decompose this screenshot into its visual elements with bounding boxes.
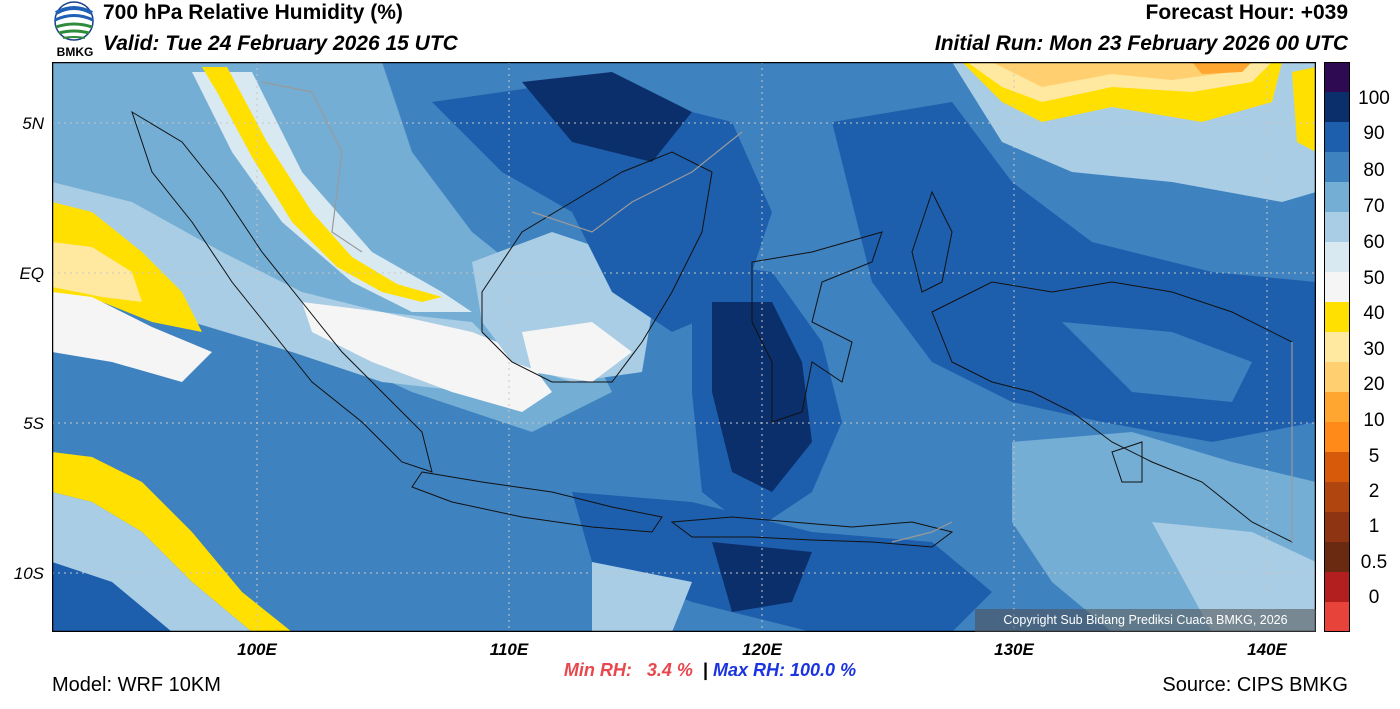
colorbar-swatch-8 <box>1324 302 1350 333</box>
humidity-map-svg <box>51 61 1317 633</box>
coast-sulawesi <box>751 231 883 423</box>
lon-label-130e: 130E <box>994 640 1034 659</box>
lat-label-5s: 5S <box>23 414 44 433</box>
colorbar-label-20: 20 <box>1363 374 1385 395</box>
rh-band-90-100-flores-sea <box>712 302 812 492</box>
forecast-hour: Forecast Hour: +039 <box>1145 1 1349 24</box>
logo-text: BMKG <box>56 45 94 59</box>
coast-java <box>411 471 663 533</box>
lat-label-5n: 5N <box>22 114 44 133</box>
max-rh: Max RH: 100.0 % <box>713 660 857 680</box>
coast-lesser-sunda <box>670 516 954 548</box>
coast-sumatra <box>131 110 433 473</box>
model-label: Model: WRF 10KM <box>52 674 221 696</box>
lat-label-10s: 10S <box>13 564 44 583</box>
colorbar-swatch-5 <box>1324 212 1350 243</box>
minmax-separator: | <box>702 660 708 680</box>
rh-band-20-30-west <box>52 242 142 302</box>
lon-label-120e: 120E <box>742 640 782 659</box>
initial-run: Initial Run: Mon 23 February 2026 00 UTC <box>934 32 1348 55</box>
colorbar-label-90: 90 <box>1363 123 1385 144</box>
colorbar-label-1: 1 <box>1368 516 1380 537</box>
colorbar-label-60: 60 <box>1363 232 1385 253</box>
colorbar-label-80: 80 <box>1363 160 1385 181</box>
rh-min-max: Min RH: 3.4 % | Max RH: 100.0 % <box>440 660 980 681</box>
rh-band-40-50-sumatra <box>192 72 472 312</box>
colorbar-swatch-3 <box>1324 152 1350 183</box>
colorbar-swatch-9 <box>1324 332 1350 363</box>
colorbar-label-70: 70 <box>1363 196 1385 217</box>
map-title: 700 hPa Relative Humidity (%) <box>103 1 403 24</box>
coast-aru <box>1111 441 1143 483</box>
colorbar-swatch-18 <box>1324 602 1350 633</box>
colorbar-swatch-17 <box>1324 572 1350 603</box>
rh-band-40-50-borneo <box>522 322 632 382</box>
source-label: Source: CIPS BMKG <box>1162 674 1348 696</box>
lon-label-100e: 100E <box>237 640 277 659</box>
colorbar-label-0: 0 <box>1368 587 1380 608</box>
lon-label-140e: 140E <box>1247 640 1287 659</box>
colorbar-label-5: 5 <box>1368 446 1380 467</box>
rh-band-80-90-north-central <box>432 82 772 332</box>
rh-band-30-40-sumatra <box>202 67 442 302</box>
lon-label-110e: 110E <box>489 640 529 659</box>
rh-band-40-50-west-low <box>52 292 212 382</box>
colorbar-label-10: 10 <box>1363 410 1385 431</box>
rh-band-70-80-papua <box>1062 322 1252 402</box>
border-timor <box>891 521 953 543</box>
colorbar-svg <box>1324 62 1350 633</box>
map-border <box>51 61 1317 633</box>
colorbar-swatch-1 <box>1324 92 1350 123</box>
colorbar-label-40: 40 <box>1363 303 1385 324</box>
colorbar-label-100: 100 <box>1358 88 1390 109</box>
colorbar-swatch-11 <box>1324 392 1350 423</box>
borders <box>261 81 1293 543</box>
colorbar-label-50: 50 <box>1363 268 1385 289</box>
colorbar-swatch-10 <box>1324 362 1350 393</box>
colorbar-swatch-0 <box>1324 62 1350 93</box>
colorbar-swatch-15 <box>1324 512 1350 543</box>
rh-band-90-100-south <box>712 542 812 612</box>
rh-band-50-60-southeast <box>1152 522 1316 632</box>
colorbar-swatch-14 <box>1324 482 1350 513</box>
coastlines <box>131 110 1293 548</box>
rh-band-5-10-northeast <box>1192 62 1252 74</box>
colorbar-swatch-16 <box>1324 542 1350 573</box>
valid-time: Valid: Tue 24 February 2026 15 UTC <box>103 32 458 55</box>
colorbar-label-30: 30 <box>1363 339 1385 360</box>
colorbar-swatch-6 <box>1324 242 1350 273</box>
colorbar-label-2: 2 <box>1368 481 1380 502</box>
border-malaysia <box>261 81 363 253</box>
rh-band-80-90-southwest <box>52 562 172 632</box>
coast-borneo <box>481 151 713 383</box>
lat-label-eq: EQ <box>19 264 44 283</box>
rh-band-30-40-southwest <box>52 452 292 632</box>
rh-band-30-40-east-edge <box>1292 67 1316 152</box>
bmkg-logo: BMKG <box>50 1 100 61</box>
rh-band-10-20-northeast <box>992 62 1252 87</box>
humidity-map <box>51 61 1317 633</box>
rh-band-50-60-southwest <box>52 492 252 632</box>
colorbar-swatch-13 <box>1324 452 1350 483</box>
rh-band-50-60-south <box>592 562 692 632</box>
coast-papua <box>931 281 1293 543</box>
colorbar-swatch-7 <box>1324 272 1350 303</box>
colorbar-swatch-2 <box>1324 122 1350 153</box>
colorbar-border <box>1324 62 1350 632</box>
coast-halmahera <box>911 190 953 293</box>
border-borneo <box>531 131 743 233</box>
colorbar-swatch-4 <box>1324 182 1350 213</box>
colorbar <box>1324 62 1350 633</box>
rh-band-90-100-north-central <box>522 72 692 162</box>
colorbar-swatch-12 <box>1324 422 1350 453</box>
rh-band-40-50-strait <box>302 302 552 412</box>
min-rh: Min RH: 3.4 % <box>563 660 693 680</box>
colorbar-label-0-5: 0.5 <box>1360 552 1388 573</box>
copyright-notice: Copyright Sub Bidang Prediksi Cuaca BMKG… <box>975 609 1316 632</box>
